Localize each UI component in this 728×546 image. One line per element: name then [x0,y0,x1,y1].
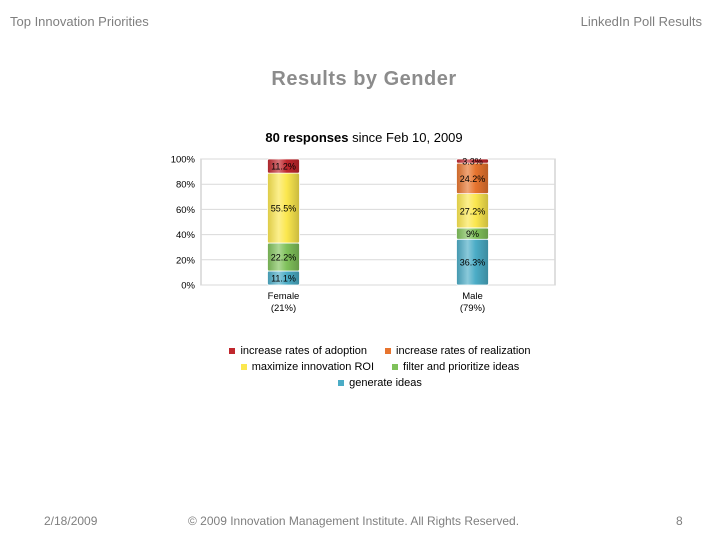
x-category-label: Female [268,291,300,302]
data-label: 11.2% [271,162,296,172]
legend-swatch [392,364,399,370]
chart-title-rest: since Feb 10, 2009 [348,130,463,145]
chart-title-bold: 80 responses [265,130,349,145]
y-tick-label: 80% [176,180,196,191]
legend-label: maximize innovation ROI [251,361,375,373]
chart-title: 80 responses since Feb 10, 2009 [0,130,728,145]
header-left-title: Top Innovation Priorities [10,14,149,29]
data-label: 22.2% [271,253,297,263]
legend-entry: increase rates of adoption [229,345,367,357]
x-category-label: Male [462,291,483,302]
legend-entry: filter and prioritize ideas [392,361,519,373]
bar-segment [456,158,489,164]
data-label: 55.5% [271,204,297,214]
legend-swatch [240,364,247,370]
y-tick-label: 60% [176,205,196,216]
legend-swatch [338,380,345,386]
bar-segment [267,158,300,174]
data-label: 3.3% [462,157,483,167]
legend-entry: increase rates of realization [385,345,531,357]
legend-label: increase rates of adoption [240,345,368,357]
legend-row: maximize innovation ROI filter and priori… [150,359,610,375]
data-label: 24.2% [460,174,486,184]
legend-entry: maximize innovation ROI [240,361,375,373]
y-tick-label: 100% [171,155,196,166]
chart-legend: increase rates of adoption increase rates… [150,343,610,391]
header-right-title: LinkedIn Poll Results [580,14,702,29]
y-tick-label: 20% [176,255,196,266]
x-category-sublabel: (79%) [460,303,485,314]
legend-row: increase rates of adoption increase rates… [150,343,610,359]
slide-title: Results by Gender [271,68,457,90]
legend-entry: generate ideas [338,377,422,389]
x-category-sublabel: (21%) [271,303,296,314]
y-tick-label: 0% [181,281,195,292]
legend-swatch [385,348,392,354]
y-tick-label: 40% [176,230,196,241]
stacked-bar-chart: 0% 20% 40% 60% 80% 100% 11.1% 22.2% 55.5% 11.2% Fe… [171,155,556,314]
footer-date: 2/18/2009 [44,514,98,528]
data-label: 27.2% [460,206,486,216]
legend-swatch [229,348,236,354]
data-label: 9% [466,229,479,239]
footer-page-number: 8 [676,514,683,528]
legend-row: generate ideas [150,375,610,391]
footer-copyright: © 2009 Innovation Management Institute. … [188,514,520,528]
legend-label: generate ideas [349,377,422,389]
legend-label: filter and prioritize ideas [403,361,520,373]
plot-area [200,158,556,286]
legend-label: increase rates of realization [396,345,531,357]
data-label: 11.1% [271,274,296,284]
data-label: 36.3% [460,258,486,268]
